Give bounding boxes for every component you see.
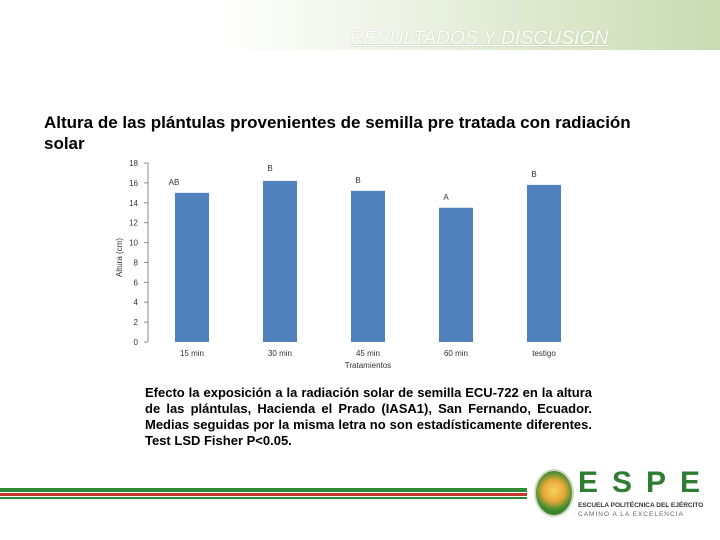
footer-green-stripe-thin — [0, 497, 527, 499]
title-banner: RESULTADOS Y DISCUSIÓN — [0, 0, 720, 50]
y-tick-label: 12 — [129, 219, 138, 228]
footer-red-stripe — [0, 493, 527, 496]
bar-3 — [351, 190, 385, 342]
y-tick-label: 0 — [134, 338, 139, 347]
logo-letters: ESPE — [578, 466, 715, 499]
bar-data-label: B — [531, 170, 536, 179]
slide-heading: Altura de las plántulas provenientes de … — [44, 113, 631, 153]
bar-2 — [263, 180, 297, 342]
y-tick-label: 2 — [134, 318, 139, 327]
figure-caption: Efecto la exposición a la radiación sola… — [145, 385, 592, 448]
espe-logo: ESPE ESCUELA POLITÉCNICA DEL EJÉRCITO CA… — [528, 466, 713, 526]
x-tick-label: 45 min — [356, 349, 380, 358]
x-tick-label: 60 min — [444, 349, 468, 358]
x-axis-title: Tratamientos — [345, 361, 391, 370]
y-tick-label: 8 — [134, 258, 139, 267]
y-tick-label: 14 — [129, 199, 138, 208]
logo-motto: CAMINO A LA EXCELENCIA — [578, 511, 684, 518]
y-tick-label: 6 — [134, 278, 139, 287]
bar-data-label: A — [443, 193, 449, 202]
x-tick-label: testigo — [532, 349, 556, 358]
bar-data-label: B — [355, 176, 360, 185]
bar-5 — [527, 184, 561, 342]
university-seal-icon — [534, 469, 574, 517]
y-tick-label: 10 — [129, 239, 138, 248]
x-tick-label: 15 min — [180, 349, 204, 358]
footer-green-stripe — [0, 488, 527, 492]
y-tick-label: 18 — [129, 159, 138, 168]
bar-4 — [439, 207, 473, 342]
x-tick-label: 30 min — [268, 349, 292, 358]
logo-institution-name: ESCUELA POLITÉCNICA DEL EJÉRCITO — [578, 502, 704, 509]
bar-data-label: B — [267, 164, 272, 173]
y-tick-label: 16 — [129, 179, 138, 188]
page-title: RESULTADOS Y DISCUSIÓN — [350, 28, 609, 49]
y-tick-label: 4 — [134, 298, 139, 307]
y-axis-title: Altura (cm) — [115, 238, 124, 277]
bar-data-label: AB — [169, 178, 180, 187]
bar-1 — [175, 192, 209, 342]
